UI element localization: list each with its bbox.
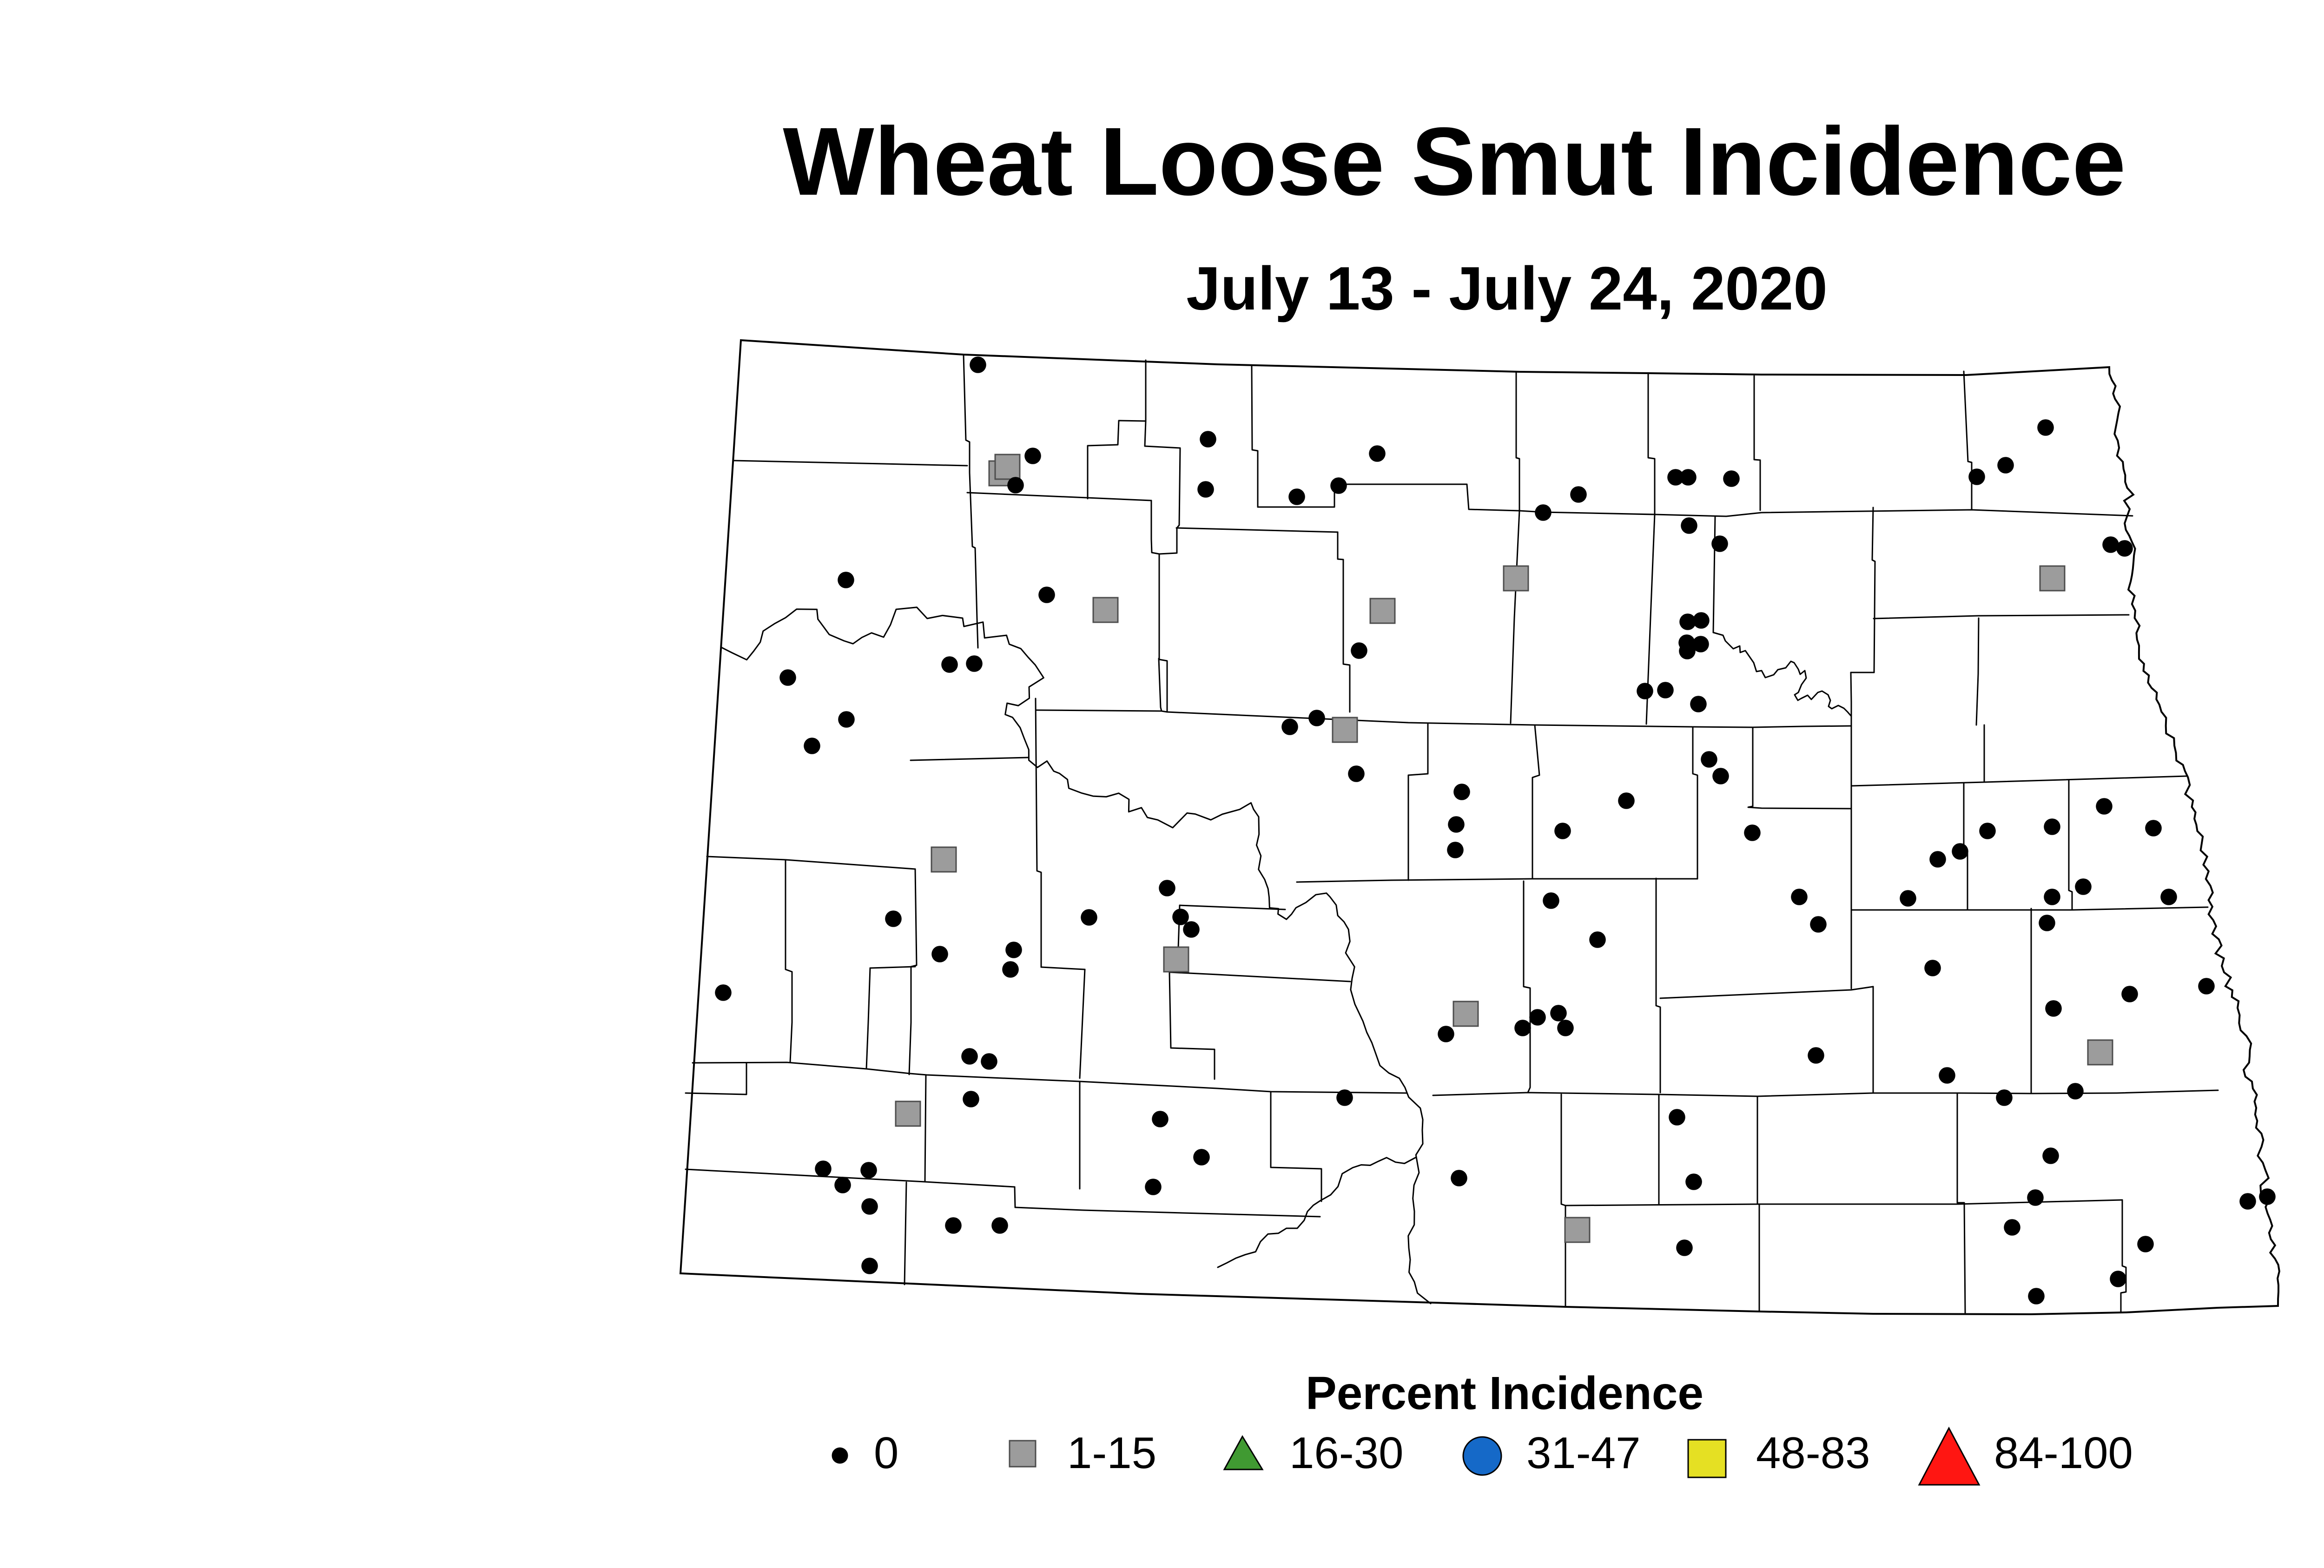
- svg-text:16-30: 16-30: [1289, 1428, 1404, 1478]
- svg-text:84-100: 84-100: [1994, 1428, 2133, 1478]
- svg-text:1-15: 1-15: [1067, 1428, 1156, 1478]
- svg-text:48-83: 48-83: [1756, 1428, 1870, 1478]
- svg-text:31-47: 31-47: [1526, 1428, 1641, 1478]
- svg-text:Wheat Loose Smut Incidence: Wheat Loose Smut Incidence: [783, 108, 2126, 216]
- svg-text:July 13 - July 24, 2020: July 13 - July 24, 2020: [1186, 254, 1828, 323]
- svg-text:0: 0: [874, 1428, 898, 1478]
- svg-text:Percent Incidence: Percent Incidence: [1306, 1367, 1703, 1419]
